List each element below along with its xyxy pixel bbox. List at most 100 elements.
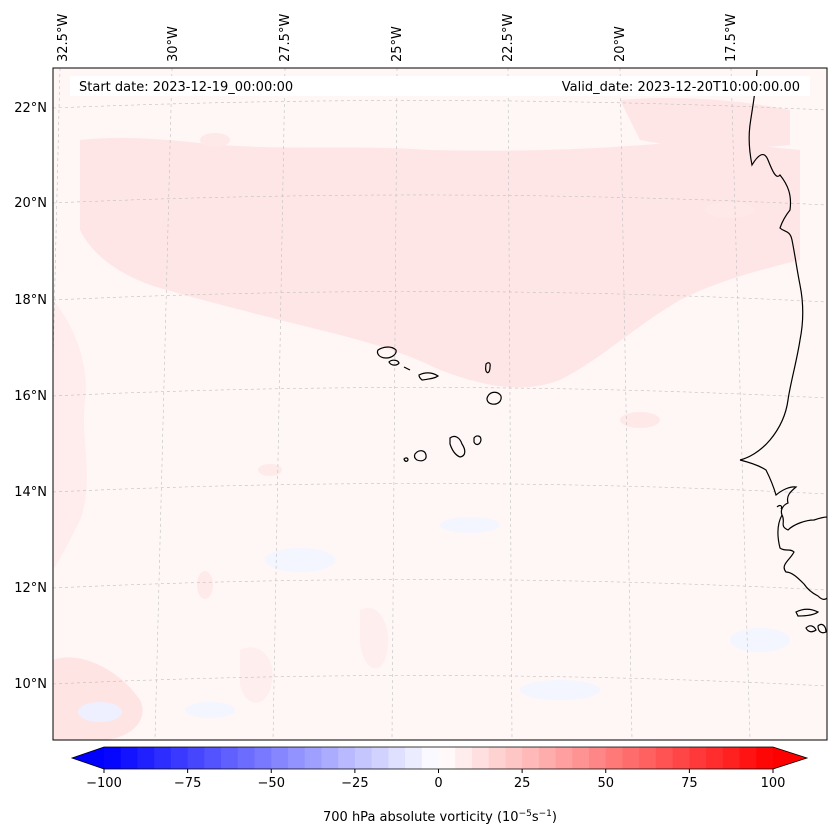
- colorbar-segment: [739, 747, 757, 769]
- island-brava: [403, 457, 409, 462]
- date-banner: [70, 76, 810, 96]
- colorbar-label-mid: s: [532, 810, 539, 825]
- colorbar-segment: [371, 747, 389, 769]
- colorbar-segment: [271, 747, 289, 769]
- island-santa-luzia: [403, 366, 411, 371]
- colorbar-max-extension: [773, 747, 807, 769]
- lat-label: 10°N: [14, 677, 47, 692]
- colorbar-segment: [706, 747, 724, 769]
- lon-label: 20°W: [613, 26, 628, 62]
- west-africa-coastline: [739, 69, 827, 634]
- lat-label: 20°N: [14, 196, 47, 211]
- colorbar-segment: [455, 747, 473, 769]
- island-sao-vicente: [388, 359, 400, 366]
- vorticity-patch-small: [200, 133, 230, 147]
- vorticity-patch-south: [240, 647, 273, 703]
- colorbar-label-exp1: −5: [519, 809, 532, 819]
- lat-label: 16°N: [14, 389, 47, 404]
- vorticity-patch-southwest: [53, 657, 143, 740]
- colorbar-segment: [655, 747, 674, 769]
- colorbar-segment: [154, 747, 172, 769]
- negative-vorticity-patch: [730, 628, 790, 652]
- colorbar-segment: [639, 747, 657, 769]
- island-maio: [473, 435, 482, 446]
- colorbar-segment: [388, 747, 406, 769]
- colorbar-segment: [605, 747, 624, 769]
- negative-vorticity-patch: [185, 702, 235, 718]
- colorbar-segment: [304, 747, 323, 769]
- vorticity-patch-west: [53, 300, 87, 570]
- vorticity-patch-small: [258, 464, 282, 476]
- vorticity-band-north: [80, 137, 800, 388]
- colorbar-tick-label: −50: [258, 776, 285, 791]
- colorbar-segment: [137, 747, 155, 769]
- lat-label: 14°N: [14, 485, 47, 500]
- colorbar-segment: [254, 747, 272, 769]
- lon-label: 27.5°W: [278, 14, 293, 62]
- colorbar-segment: [120, 747, 139, 769]
- colorbar-segment: [421, 747, 440, 769]
- lon-label: 22.5°W: [501, 14, 516, 62]
- dakar-peninsula: [776, 504, 783, 510]
- colorbar-tick-label: 50: [597, 776, 614, 791]
- colorbar-tick-label: 25: [514, 776, 531, 791]
- lat-label: 22°N: [14, 101, 47, 116]
- colorbar-tick-label: −25: [341, 776, 368, 791]
- colorbar-label: 700 hPa absolute vorticity (10−5s−1): [323, 809, 557, 825]
- colorbar-tick-label: −100: [86, 776, 122, 791]
- colorbar-label-main: 700 hPa absolute vorticity (10: [323, 810, 519, 825]
- negative-vorticity-patch: [440, 517, 500, 533]
- cabo-verde-islands: [376, 346, 502, 462]
- colorbar-tick-label: 75: [681, 776, 698, 791]
- start-date-label: Start date: 2023-12-19_00:00:00: [79, 80, 293, 95]
- map-panel: [53, 68, 827, 740]
- colorbar-segment: [522, 747, 540, 769]
- colorbar-segment: [204, 747, 222, 769]
- colorbar-segment: [756, 747, 774, 769]
- island-boa-vista: [486, 391, 502, 405]
- guinea-bissau-coast: [777, 514, 827, 600]
- colorbar-segment: [538, 747, 557, 769]
- valid-date-label: Valid_date: 2023-12-20T10:00:00.00: [562, 80, 800, 95]
- colorbar: [70, 746, 809, 770]
- lat-label: 18°N: [14, 293, 47, 308]
- colorbar-segment: [104, 747, 122, 769]
- island-sao-nicolau: [418, 372, 440, 381]
- colorbar-min-extension: [72, 747, 104, 769]
- colorbar-segment: [338, 747, 356, 769]
- vorticity-patch-northeast: [620, 98, 790, 149]
- island-fogo: [413, 450, 427, 462]
- colorbar-segment: [170, 747, 189, 769]
- colorbar-segment: [555, 747, 573, 769]
- colorbar-tick-label: −75: [174, 776, 201, 791]
- island-santo-antao: [376, 346, 397, 359]
- colorbar-segment: [221, 747, 239, 769]
- colorbar-segment: [237, 747, 256, 769]
- map-frame: [52, 67, 828, 741]
- guinea-coast-islands: [795, 608, 827, 634]
- senegal-coast: [739, 459, 827, 531]
- negative-vorticity-patch: [520, 680, 600, 700]
- lon-label: 17.5°W: [724, 14, 739, 62]
- colorbar-segment: [689, 747, 707, 769]
- vorticity-patch-south-2: [360, 608, 389, 669]
- colorbar-label-exp2: −1: [539, 809, 552, 819]
- colorbar-segment: [354, 747, 373, 769]
- lat-label: 12°N: [14, 581, 47, 596]
- colorbar-segment: [321, 747, 339, 769]
- colorbar-segment: [488, 747, 507, 769]
- colorbar-segment: [722, 747, 741, 769]
- lon-label: 32.5°W: [56, 14, 71, 62]
- colorbar-segment: [187, 747, 205, 769]
- colorbar-segment: [471, 747, 490, 769]
- lon-label: 25°W: [390, 26, 405, 62]
- colorbar-segment: [438, 747, 456, 769]
- colorbar-ticks: −100 −75 −50 −25 0 25 50 75 100: [86, 769, 785, 791]
- island-sal: [484, 362, 491, 374]
- colorbar-segment: [672, 747, 690, 769]
- vorticity-patch-small: [620, 412, 660, 428]
- colorbar-segment: [505, 747, 523, 769]
- colorbar-segment: [287, 747, 306, 769]
- island-santiago: [449, 435, 466, 458]
- mauritania-coast: [739, 69, 804, 461]
